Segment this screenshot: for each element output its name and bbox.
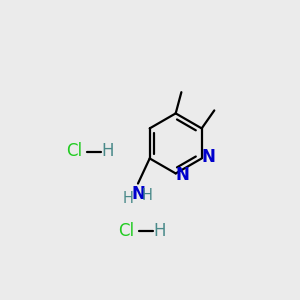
Text: N: N xyxy=(131,185,145,203)
Text: N: N xyxy=(175,166,189,184)
Text: H: H xyxy=(122,190,133,206)
Text: N: N xyxy=(201,148,215,166)
Text: H: H xyxy=(101,142,114,160)
Text: H: H xyxy=(153,222,166,240)
Text: Cl: Cl xyxy=(66,142,82,160)
Text: Cl: Cl xyxy=(118,222,134,240)
Text: H: H xyxy=(141,188,152,203)
